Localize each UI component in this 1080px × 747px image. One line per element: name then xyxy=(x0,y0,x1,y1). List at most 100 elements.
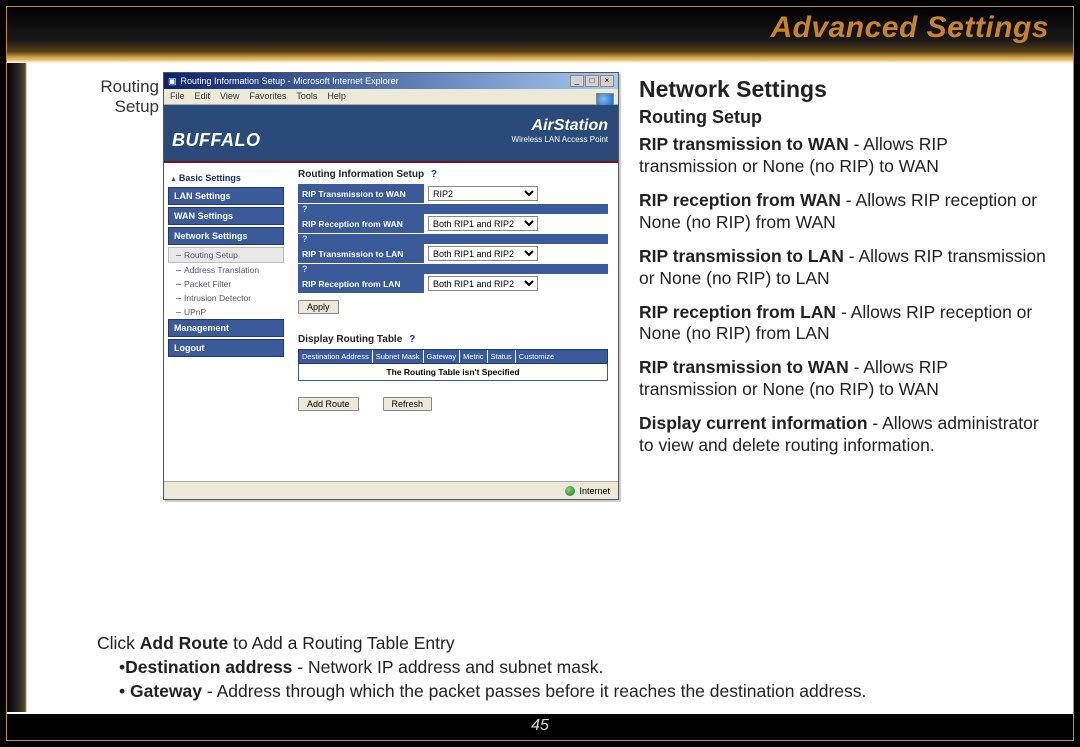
help-icon[interactable]: ? xyxy=(302,264,308,274)
field-rip-tx-lan: RIP Transmission to LAN Both RIP1 and RI… xyxy=(298,244,608,264)
doc-para: RIP transmission to LAN - Allows RIP tra… xyxy=(639,246,1047,290)
t: - Network IP address and subnet mask. xyxy=(292,657,603,677)
page-frame: Advanced Settings Routing Setup ▣ Routin… xyxy=(6,6,1074,741)
doc-para: RIP transmission to WAN - Allows RIP tra… xyxy=(639,134,1047,178)
sidebar: Basic Settings LAN Settings WAN Settings… xyxy=(164,163,288,481)
left-edge xyxy=(7,63,27,712)
doc-bold: RIP transmission to WAN xyxy=(639,357,849,377)
window-buttons: _ □ × xyxy=(570,75,614,87)
sidebar-item-network[interactable]: Network Settings xyxy=(168,227,284,245)
th-subnet: Subnet Mask xyxy=(373,350,424,363)
menu-tools[interactable]: Tools xyxy=(296,91,317,102)
add-route-button[interactable]: Add Route xyxy=(298,397,359,411)
status-text: Internet xyxy=(579,486,610,496)
doc-bold: Display current information xyxy=(639,413,868,433)
select-rip-tx-lan[interactable]: Both RIP1 and RIP2 xyxy=(428,246,538,261)
sidebar-item-logout[interactable]: Logout xyxy=(168,339,284,357)
bottom-line1: Click Add Route to Add a Routing Table E… xyxy=(97,632,1043,655)
sidebar-sub-routing[interactable]: Routing Setup xyxy=(168,247,284,263)
th-status: Status xyxy=(488,350,516,363)
doc-bold: RIP reception from WAN xyxy=(639,190,841,210)
doc-bold: RIP transmission to LAN xyxy=(639,246,844,266)
sidebar-item-management[interactable]: Management xyxy=(168,319,284,337)
doc-bold: RIP reception from LAN xyxy=(639,302,836,322)
sidebar-item-lan[interactable]: LAN Settings xyxy=(168,187,284,205)
field-label: RIP Transmission to WAN xyxy=(298,189,424,199)
close-icon[interactable]: × xyxy=(600,75,614,87)
screenshot-caption: Routing Setup xyxy=(75,77,159,116)
help-icon[interactable]: ? xyxy=(302,234,308,244)
menu-help[interactable]: Help xyxy=(327,91,346,102)
section-title: Routing Information Setup ? xyxy=(298,169,608,180)
t-bold: Add Route xyxy=(140,633,228,653)
sidebar-sub-packet[interactable]: Packet Filter xyxy=(168,277,284,291)
bottom-bullet2: • Gateway - Address through which the pa… xyxy=(97,680,1043,703)
globe-icon xyxy=(565,486,575,496)
product-subtitle: Wireless LAN Access Point xyxy=(512,135,608,144)
help-icon[interactable]: ? xyxy=(409,334,415,345)
th-dest: Destination Address xyxy=(299,350,373,363)
doc-text-column: Network Settings Routing Setup RIP trans… xyxy=(639,75,1047,469)
minimize-icon[interactable]: _ xyxy=(570,75,584,87)
ie-app-icon: ▣ xyxy=(168,76,177,87)
doc-para: Display current information - Allows adm… xyxy=(639,413,1047,457)
th-gateway: Gateway xyxy=(424,350,461,363)
select-rip-rx-wan[interactable]: Both RIP1 and RIP2 xyxy=(428,216,538,231)
doc-para: RIP reception from WAN - Allows RIP rece… xyxy=(639,190,1047,234)
t: to Add a Routing Table Entry xyxy=(228,633,454,653)
field-help-row: ? xyxy=(298,234,608,244)
t: Click xyxy=(97,633,140,653)
bottom-bullet1: •Destination address - Network IP addres… xyxy=(97,656,1043,679)
routing-table-empty: The Routing Table isn't Specified xyxy=(298,364,608,381)
buffalo-logo: BUFFALO xyxy=(172,130,261,151)
select-rip-tx-wan[interactable]: RIP2 xyxy=(428,186,538,201)
th-customize: Customize xyxy=(516,350,557,363)
ie-window: ▣ Routing Information Setup - Microsoft … xyxy=(163,72,619,500)
section-title-text: Routing Information Setup xyxy=(298,169,424,180)
field-rip-rx-lan: RIP Reception from LAN Both RIP1 and RIP… xyxy=(298,274,608,294)
form-table: RIP Transmission to WAN RIP2 ? RIP Recep… xyxy=(298,184,608,294)
th-metric: Metric xyxy=(460,350,487,363)
refresh-button[interactable]: Refresh xyxy=(383,397,433,411)
sidebar-sub-address[interactable]: Address Translation xyxy=(168,263,284,277)
t-bold: Destination address xyxy=(125,657,292,677)
page-footer: 45 xyxy=(7,714,1073,740)
sidebar-item-wan[interactable]: WAN Settings xyxy=(168,207,284,225)
menu-file[interactable]: File xyxy=(170,91,185,102)
doc-para: RIP reception from LAN - Allows RIP rece… xyxy=(639,302,1047,346)
menu-view[interactable]: View xyxy=(220,91,239,102)
sidebar-heading-basic[interactable]: Basic Settings xyxy=(170,173,284,183)
app-body: Basic Settings LAN Settings WAN Settings… xyxy=(164,163,618,481)
field-label: RIP Reception from WAN xyxy=(298,219,424,229)
menu-favorites[interactable]: Favorites xyxy=(249,91,286,102)
help-icon[interactable]: ? xyxy=(302,204,308,214)
field-label: RIP Reception from LAN xyxy=(298,279,424,289)
ie-statusbar: Internet xyxy=(164,481,618,499)
doc-h2: Network Settings xyxy=(639,75,1047,104)
menu-edit[interactable]: Edit xyxy=(195,91,211,102)
main-pane: Routing Information Setup ? RIP Transmis… xyxy=(288,163,618,481)
ie-menubar: File Edit View Favorites Tools Help xyxy=(164,89,618,105)
t: - Address through which the packet passe… xyxy=(202,681,866,701)
bottom-text: Click Add Route to Add a Routing Table E… xyxy=(97,632,1043,703)
page-number: 45 xyxy=(531,717,549,734)
field-label: RIP Transmission to LAN xyxy=(298,249,424,259)
select-rip-rx-lan[interactable]: Both RIP1 and RIP2 xyxy=(428,276,538,291)
t-bold: Gateway xyxy=(130,681,202,701)
field-help-row: ? xyxy=(298,204,608,214)
sidebar-sub-upnp[interactable]: UPnP xyxy=(168,305,284,319)
app-header: BUFFALO AirStation Wireless LAN Access P… xyxy=(164,105,618,163)
maximize-icon[interactable]: □ xyxy=(585,75,599,87)
routing-buttons: Add Route Refresh xyxy=(298,391,608,411)
doc-h3: Routing Setup xyxy=(639,106,1047,129)
field-rip-rx-wan: RIP Reception from WAN Both RIP1 and RIP… xyxy=(298,214,608,234)
field-rip-tx-wan: RIP Transmission to WAN RIP2 xyxy=(298,184,608,204)
help-icon[interactable]: ? xyxy=(431,169,437,180)
ie-titlebar: ▣ Routing Information Setup - Microsoft … xyxy=(164,73,618,89)
apply-button[interactable]: Apply xyxy=(298,300,339,314)
field-help-row: ? xyxy=(298,264,608,274)
ie-window-title: Routing Information Setup - Microsoft In… xyxy=(181,76,399,86)
sidebar-sub-intrusion[interactable]: Intrusion Detector xyxy=(168,291,284,305)
airstation-branding: AirStation Wireless LAN Access Point xyxy=(512,117,608,144)
routing-table-header: Destination Address Subnet Mask Gateway … xyxy=(298,349,608,364)
